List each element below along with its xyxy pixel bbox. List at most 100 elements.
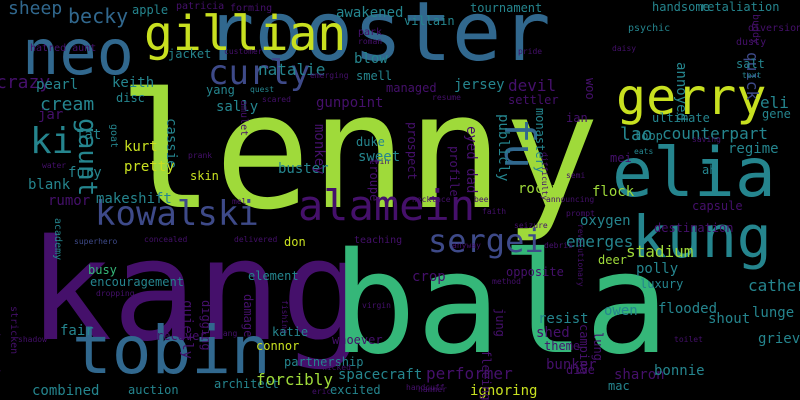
word: destination (654, 221, 734, 235)
word: ian (566, 111, 588, 125)
word: yang (206, 83, 235, 97)
word: apple (132, 3, 169, 17)
word: shadow (18, 335, 47, 344)
word: handcuff (406, 383, 445, 392)
word: difficulty (540, 152, 549, 201)
word: park (358, 27, 383, 38)
word: catherine (748, 276, 800, 295)
word: roman (358, 37, 383, 46)
word: gene (762, 107, 791, 121)
word: alamein (298, 181, 476, 230)
word: damage (241, 294, 255, 338)
word: woo (583, 78, 597, 100)
word: academy (52, 218, 63, 261)
word: gerry (616, 68, 767, 126)
word: rocky (518, 181, 561, 197)
word: ki (30, 121, 74, 162)
word: handsome (652, 0, 710, 14)
word: makeshift (96, 191, 172, 207)
word: sweet (358, 149, 401, 165)
word: eyed dad (463, 126, 479, 194)
word: polly (636, 261, 679, 277)
word: camping (577, 324, 591, 375)
word: profile (447, 146, 461, 197)
word: semi (566, 171, 586, 180)
word: tournament (470, 1, 543, 15)
word: prank (188, 151, 213, 160)
word: seizure (514, 221, 548, 230)
word: quest (250, 85, 275, 94)
word: jacket (168, 47, 212, 61)
word: crop (412, 269, 446, 285)
word: daisy (612, 44, 637, 53)
word: bonnie (654, 363, 705, 379)
word: becky (68, 4, 129, 28)
word: spacecraft (338, 367, 423, 383)
word: jar (38, 107, 64, 123)
word: goat (108, 124, 119, 149)
word: concealed (144, 235, 188, 244)
word: rooster (205, 0, 551, 80)
word: mel (232, 197, 247, 206)
word: rumor (48, 193, 91, 209)
word: lung (591, 332, 605, 361)
word: bunker (546, 357, 597, 373)
word: capsule (692, 199, 743, 213)
word: bala (332, 223, 670, 386)
word: recover (156, 329, 207, 343)
word: gillian (144, 6, 347, 62)
word: settler (508, 93, 559, 107)
word: performer (426, 364, 513, 383)
word: lunge (752, 305, 795, 321)
word: smell (356, 69, 393, 83)
word: resist (538, 311, 589, 327)
word: ignoring (470, 383, 538, 399)
word: ah (702, 163, 717, 177)
word: fair (60, 323, 94, 339)
word: cream (40, 94, 95, 115)
word: kurt (124, 139, 158, 155)
word: sally (216, 99, 259, 115)
word: necklace (412, 195, 451, 204)
word: amulet (238, 100, 249, 137)
word: hammer (418, 385, 447, 394)
word: stricken (8, 306, 19, 355)
word: stadium (626, 242, 694, 261)
word: eats (634, 147, 654, 156)
word: emerging (310, 71, 349, 80)
word: disc (116, 91, 145, 105)
word: blow (354, 51, 388, 67)
word: sheep (8, 0, 63, 19)
word: grieving (758, 331, 800, 347)
word: architect (214, 377, 280, 391)
word: lao (620, 124, 653, 145)
word: owen (604, 303, 638, 319)
word: excited (330, 383, 381, 397)
word: teaching (354, 235, 403, 246)
word: deer (598, 253, 627, 267)
word: theme (544, 339, 581, 353)
word: faith (482, 207, 507, 216)
word: kicked (322, 363, 351, 372)
word: flooded (658, 301, 718, 317)
word: keith (112, 75, 155, 91)
word: monkey (311, 124, 327, 175)
word: villain (404, 14, 455, 28)
word: busy (88, 263, 117, 277)
word: auction (128, 383, 179, 397)
word: neo (22, 16, 134, 89)
word: prompt (566, 209, 595, 218)
word: bee (474, 195, 489, 204)
word: fury (68, 165, 102, 181)
word: kung (632, 203, 772, 271)
word: anyway (452, 241, 481, 250)
word: hatred aunt (30, 43, 97, 54)
word: water (42, 161, 67, 170)
word: resume (432, 93, 461, 102)
word: forcibly (256, 370, 334, 389)
word: awakened (336, 5, 404, 21)
word: twin (370, 157, 390, 166)
word: shout (708, 311, 751, 327)
word: duke (356, 135, 385, 149)
